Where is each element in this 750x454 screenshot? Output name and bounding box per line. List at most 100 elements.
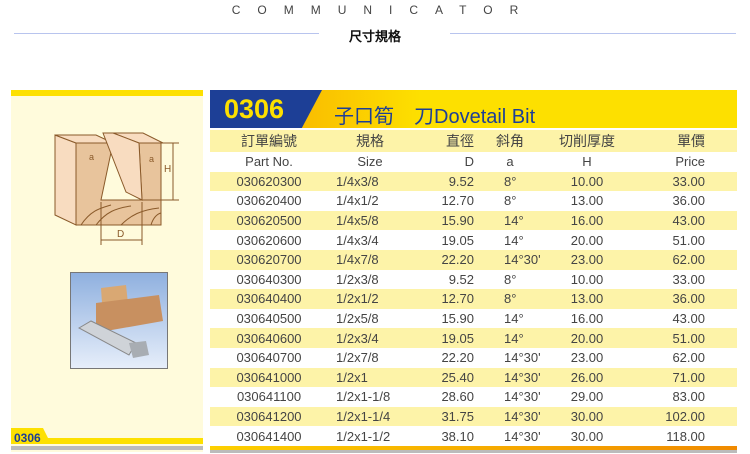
cell: 1/2x1-1/8 [336, 389, 391, 405]
left-panel: D H a a 0306 [11, 90, 203, 452]
cell: 62.00 [672, 350, 705, 366]
cell: 30.00 [570, 428, 604, 444]
cell: 23.00 [570, 252, 604, 268]
table-row: 030640300 1/2x3/8 9.52 8° 10.00 33.00 [210, 270, 737, 290]
cell: 20.00 [570, 232, 604, 248]
cell: 1/2x3/8 [336, 271, 379, 287]
cell: 51.00 [672, 232, 705, 248]
product-header: 0306 子口筍 刀Dovetail Bit [210, 90, 737, 128]
table-row: 030640500 1/2x5/8 15.90 14° 16.00 43.00 [210, 309, 737, 329]
code-badge [210, 90, 322, 128]
cell: 8° [504, 193, 517, 209]
table-row: 030641200 1/2x1-1/4 31.75 14°30' 30.00 102.00 [210, 406, 737, 427]
cell: 10.00 [570, 271, 604, 287]
table-body: 030620300 1/4x3/8 9.52 8° 10.00 33.00 03062040… [210, 171, 737, 446]
table-row: 030641400 1/2x1-1/2 38.10 14°30' 30.00 118.00 [210, 426, 737, 446]
cell: 51.00 [672, 330, 705, 346]
label-a-right: a [149, 154, 154, 164]
cell: 62.00 [672, 252, 705, 268]
cell: 19.05 [441, 232, 474, 248]
cell: 030641000 [236, 369, 302, 385]
bottom-bar [11, 438, 203, 444]
cell: 71.00 [672, 369, 705, 385]
cell: 14° [504, 232, 524, 248]
brand-text: COMMUNICATOR [231, 3, 536, 17]
table-row: 030620300 1/4x3/8 9.52 8° 10.00 33.00 [210, 171, 737, 192]
cell: 23.00 [570, 350, 604, 366]
cell: 16.00 [570, 311, 604, 327]
cell: 9.52 [448, 173, 474, 189]
dovetail-diagram: D H a a [54, 132, 179, 245]
bottom-line [210, 445, 737, 450]
cell: 16.00 [570, 213, 604, 229]
cell: 14°30' [504, 428, 541, 444]
cell: 1/2x1 [336, 369, 368, 385]
cell: 33.00 [672, 271, 705, 287]
cell: 斜角 [496, 133, 524, 149]
cell: 28.60 [441, 389, 474, 405]
cell: 102.00 [665, 409, 705, 425]
cell: 030641200 [236, 409, 302, 425]
spec-table-panel: 0306 子口筍 刀Dovetail Bit 訂單編號 規格 直徑 斜角 切削厚度 單價 … [210, 90, 737, 453]
cell: 31.75 [441, 409, 474, 425]
cell: 030640600 [236, 330, 302, 346]
cell: 83.00 [672, 389, 705, 405]
cell: 25.40 [441, 369, 474, 385]
cell: 1/2x1/2 [336, 291, 379, 307]
cell: 單價 [677, 133, 705, 149]
cell: 8° [504, 291, 517, 307]
cell: 1/4x7/8 [336, 252, 379, 268]
label-d: D [117, 229, 124, 240]
cell: 38.10 [441, 428, 474, 444]
cell: 14° [504, 213, 524, 229]
cell: 030640300 [236, 271, 302, 287]
cell: 118.00 [666, 428, 705, 444]
cell: 30.00 [570, 409, 604, 425]
cell: 030640700 [236, 350, 302, 366]
divider-left [14, 33, 319, 34]
cell: 29.00 [570, 389, 604, 405]
cell: a [506, 154, 514, 170]
cell: 030620300 [236, 173, 302, 189]
shadow [11, 446, 203, 450]
cell: 20.00 [570, 330, 604, 346]
label-a-left: a [89, 152, 94, 162]
cell: 15.90 [441, 213, 474, 229]
cell: 14°30' [504, 369, 541, 385]
cell: Size [357, 154, 383, 170]
cell: 33.00 [672, 173, 705, 189]
cell: 030620500 [236, 213, 302, 229]
label-h: H [164, 164, 171, 175]
cell: 22.20 [441, 350, 474, 366]
divider-right [450, 33, 736, 34]
cell: 切削厚度 [559, 133, 615, 149]
cell: 26.00 [570, 369, 604, 385]
table-row: 030640400 1/2x1/2 12.70 8° 13.00 36.00 [210, 289, 737, 309]
cell: 10.00 [570, 173, 604, 189]
product-code: 0306 [224, 94, 285, 124]
cell: 1/2x3/4 [336, 330, 379, 346]
cell: 1/4x3/8 [336, 173, 379, 189]
cell: 43.00 [672, 311, 705, 327]
cell: 030620400 [236, 193, 302, 209]
cell: 8° [504, 173, 517, 189]
section-title: 尺寸規格 [348, 29, 401, 44]
cell: 030640500 [236, 311, 302, 327]
cell: 13.00 [570, 193, 604, 209]
product-photo [70, 272, 168, 369]
table-row: 030641100 1/2x1-1/8 28.60 14°30' 29.00 83.00 [210, 387, 737, 407]
cell: 1/2x1-1/4 [336, 409, 391, 425]
cell: 36.00 [672, 291, 705, 307]
cell: 19.05 [441, 330, 474, 346]
cell: 15.90 [441, 311, 474, 327]
cell: 14° [504, 330, 524, 346]
cell: H [582, 154, 592, 170]
cell: 12.70 [441, 193, 474, 209]
cell: 030620600 [236, 232, 302, 248]
cell: 1/2x5/8 [336, 311, 379, 327]
table-row: 030620500 1/4x5/8 15.90 14° 16.00 43.00 [210, 210, 737, 231]
cell: 1/4x5/8 [336, 213, 379, 229]
cell: 1/4x1/2 [336, 193, 379, 209]
cell: Price [675, 154, 705, 170]
cell: 030640400 [236, 291, 302, 307]
